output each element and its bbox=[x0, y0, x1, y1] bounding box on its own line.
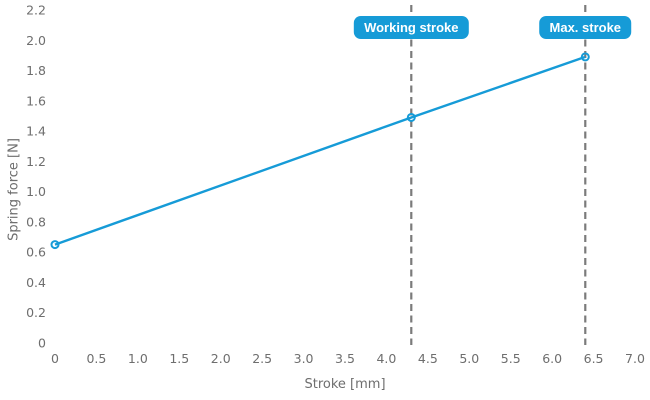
max-stroke-button[interactable]: Max. stroke bbox=[539, 16, 632, 39]
y-tick-label: 1.0 bbox=[26, 184, 46, 199]
y-tick-label: 1.2 bbox=[26, 154, 46, 169]
x-tick-label: 3.0 bbox=[294, 351, 314, 366]
series-line bbox=[54, 55, 586, 246]
data-point-marker bbox=[580, 52, 590, 62]
y-tick-label: 0 bbox=[38, 336, 46, 351]
x-tick-label: 1.0 bbox=[128, 351, 148, 366]
y-tick-label: 1.8 bbox=[26, 63, 46, 78]
x-tick-label: 3.5 bbox=[335, 351, 355, 366]
data-point-marker bbox=[406, 112, 416, 122]
x-tick-label: 6.0 bbox=[542, 351, 562, 366]
x-tick-label: 2.0 bbox=[211, 351, 231, 366]
y-tick-label: 1.6 bbox=[26, 93, 46, 108]
x-tick-label: 6.5 bbox=[584, 351, 604, 366]
y-tick-label: 1.4 bbox=[26, 124, 46, 139]
x-tick-label: 0.5 bbox=[86, 351, 106, 366]
y-axis-title: Spring force [N] bbox=[6, 138, 22, 241]
y-tick-label: 0.4 bbox=[26, 275, 46, 290]
x-tick-label: 5.0 bbox=[459, 351, 479, 366]
x-tick-label: 4.5 bbox=[418, 351, 438, 366]
y-tick-label: 0.2 bbox=[26, 305, 46, 320]
x-tick-label: 4.0 bbox=[376, 351, 396, 366]
x-tick-label: 1.5 bbox=[169, 351, 189, 366]
y-tick-label: 0.8 bbox=[26, 214, 46, 229]
x-tick-label: 5.5 bbox=[501, 351, 521, 366]
x-tick-label: 7.0 bbox=[625, 351, 645, 366]
y-tick-label: 2.2 bbox=[26, 3, 46, 18]
data-point-marker bbox=[50, 240, 60, 250]
x-tick-label: 0 bbox=[51, 351, 59, 366]
y-tick-label: 2.0 bbox=[26, 33, 46, 48]
x-tick-label: 2.5 bbox=[252, 351, 272, 366]
y-tick-label: 0.6 bbox=[26, 245, 46, 260]
x-axis-title: Stroke [mm] bbox=[304, 377, 386, 392]
working-stroke-button[interactable]: Working stroke bbox=[354, 16, 469, 39]
